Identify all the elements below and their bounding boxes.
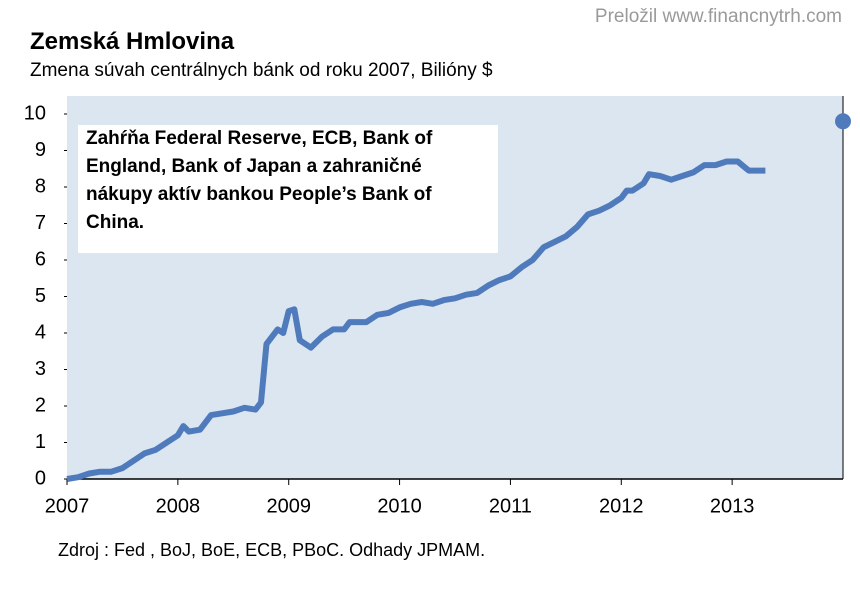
projection-point	[835, 113, 851, 130]
y-tick-label: 5	[35, 285, 46, 307]
source: Zdroj : Fed , BoJ, BoE, ECB, PBoC. Odhad…	[58, 540, 486, 560]
annotation: Zahŕňa Federal Reserve, ECB, Bank of Eng…	[78, 125, 498, 253]
x-tick-label: 2009	[266, 495, 311, 517]
y-tick-label: 9	[35, 139, 46, 161]
chart-subtitle: Zmena súvah centrálnych bánk od roku 200…	[30, 60, 493, 81]
y-tick-label: 7	[35, 212, 46, 234]
x-tick-label: 2008	[156, 495, 201, 517]
x-tick-label: 2007	[45, 495, 90, 517]
x-tick-label: 2011	[489, 495, 532, 517]
x-tick-label: 2012	[599, 495, 644, 517]
y-tick-label: 10	[24, 102, 46, 124]
y-tick-label: 4	[35, 321, 46, 343]
credit: Preložil www.financnytrh.com	[594, 6, 842, 27]
y-tick-label: 3	[35, 358, 46, 380]
data-line	[66, 158, 766, 482]
y-tick-label: 2	[35, 394, 46, 416]
y-tick-label: 6	[35, 248, 46, 270]
y-tick-label: 0	[35, 467, 46, 489]
y-tick-label: 1	[35, 431, 46, 453]
x-tick-label: 2010	[377, 495, 422, 517]
x-tick-label: 2013	[710, 495, 755, 517]
y-tick-label: 8	[35, 175, 46, 197]
chart-title: Zemská Hmlovina	[30, 28, 235, 55]
